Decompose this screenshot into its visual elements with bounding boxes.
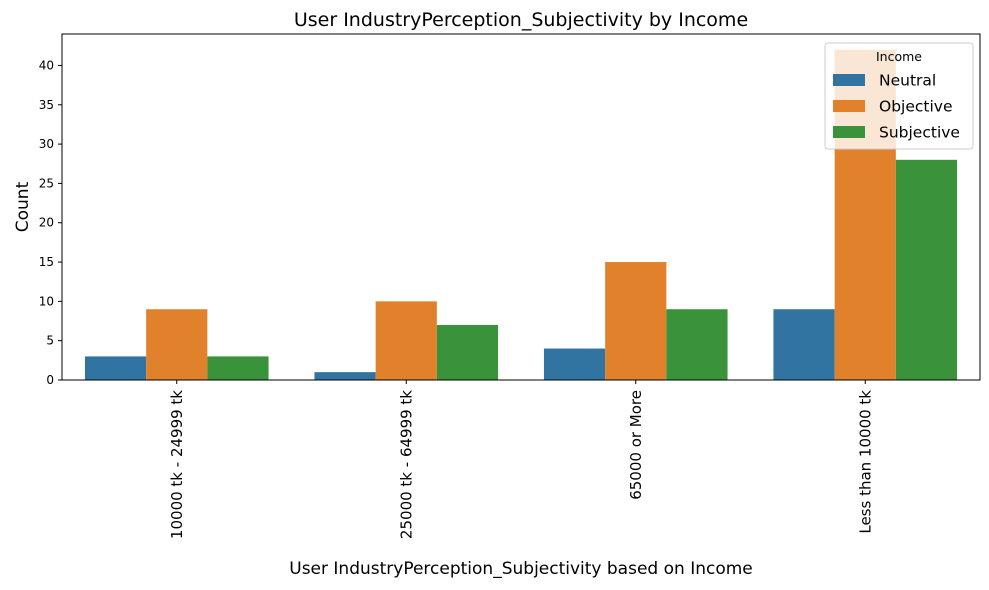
x-axis: 10000 tk - 24999 tk 25000 tk - 64999 tk 65…: [168, 380, 874, 539]
x-axis-label: User IndustryPerception_Subjectivity bas…: [289, 559, 753, 579]
legend-swatch-neutral: [833, 74, 865, 86]
y-axis-label: Count: [13, 181, 33, 232]
y-tick-label: 20: [39, 216, 54, 230]
chart-title: User IndustryPerception_Subjectivity by …: [294, 9, 748, 31]
legend-box: [824, 42, 974, 150]
bar-subjective-3: [895, 159, 958, 380]
legend-swatch-subjective: [833, 126, 865, 138]
bar-objective-1: [375, 301, 437, 380]
y-tick-label: 10: [39, 294, 54, 308]
legend-label-neutral: Neutral: [879, 72, 936, 90]
y-tick-label: 0: [46, 373, 54, 387]
y-tick-label: 15: [39, 255, 54, 269]
bar-objective-2: [605, 262, 667, 380]
bar-neutral-2: [543, 348, 606, 380]
legend-label-subjective: Subjective: [879, 124, 960, 142]
legend: Income Neutral Objective Subjective: [824, 42, 974, 150]
y-tick-label: 35: [39, 98, 54, 112]
legend-items: Neutral Objective Subjective: [833, 72, 960, 142]
bars-group: [84, 49, 958, 381]
bar-subjective-1: [436, 324, 499, 380]
y-tick-label: 5: [46, 334, 54, 348]
plot-frame: [61, 33, 981, 381]
bar-subjective-2: [666, 309, 728, 380]
y-tick-label: 30: [39, 137, 54, 151]
bar-neutral-0: [84, 356, 147, 380]
x-tick-label: 10000 tk - 24999 tk: [168, 390, 186, 539]
x-tick-label: 25000 tk - 64999 tk: [397, 390, 415, 539]
legend-title: Income: [876, 49, 922, 64]
y-tick-label: 25: [39, 176, 54, 190]
bar-neutral-1: [314, 372, 376, 380]
legend-swatch-objective: [833, 100, 865, 112]
bar-objective-0: [146, 309, 208, 380]
legend-label-objective: Objective: [879, 98, 953, 116]
bar-subjective-0: [207, 356, 269, 380]
bar-neutral-3: [773, 309, 835, 380]
y-tick-label: 40: [39, 58, 54, 72]
y-axis: 0 5 10 15 20 25 30 35 40: [39, 58, 62, 387]
x-tick-label: 65000 or More: [627, 390, 645, 500]
x-tick-label: Less than 10000 tk: [856, 390, 874, 534]
